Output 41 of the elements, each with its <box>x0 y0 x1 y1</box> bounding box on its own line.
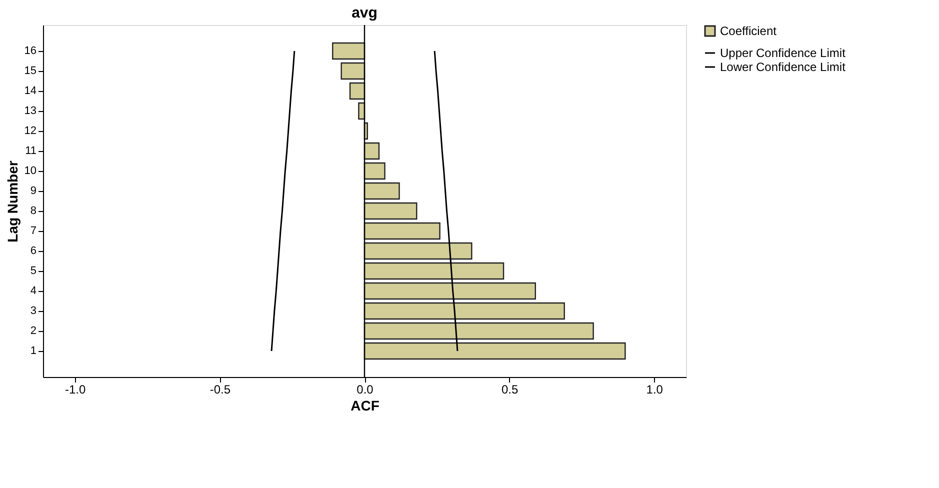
y-tick-label: 14 <box>24 85 36 97</box>
bar <box>340 62 366 80</box>
y-tick-label: 4 <box>30 285 36 297</box>
x-tick-label: 0.5 <box>501 382 518 396</box>
bar <box>364 282 536 300</box>
y-tick-label: 11 <box>25 145 36 157</box>
y-tick-label: 3 <box>30 305 36 317</box>
bar <box>364 202 418 220</box>
y-tick-label: 8 <box>30 205 36 217</box>
bar <box>364 142 380 160</box>
bar <box>364 242 472 260</box>
y-axis-title: Lag Number <box>4 160 20 242</box>
y-tick-label: 16 <box>24 45 36 57</box>
bar <box>332 42 366 60</box>
y-tick-label: 6 <box>30 245 36 257</box>
bar <box>364 262 504 280</box>
y-tick-label: 1 <box>30 345 36 357</box>
x-tick-label: 0.0 <box>356 382 374 396</box>
y-tick-label: 10 <box>24 165 36 177</box>
y-tick-label: 12 <box>24 125 36 137</box>
bar <box>364 222 440 240</box>
y-tick-label: 15 <box>24 65 36 77</box>
legend-label: Coefficient <box>720 24 778 38</box>
x-tick-label: 1.0 <box>646 382 664 396</box>
legend-label: Lower Confidence Limit <box>720 60 846 74</box>
bar <box>364 162 386 180</box>
y-tick-label: 5 <box>30 265 36 277</box>
x-axis-title: ACF <box>350 398 380 414</box>
bar <box>349 82 366 100</box>
y-tick-label: 13 <box>24 105 36 117</box>
y-tick-label: 2 <box>30 325 36 337</box>
y-tick-label: 7 <box>30 225 36 237</box>
x-tick-label: -1.0 <box>65 382 86 396</box>
y-tick-label: 9 <box>30 185 36 197</box>
bar <box>364 182 400 200</box>
legend-label: Upper Confidence Limit <box>720 46 846 60</box>
x-tick-label: -0.5 <box>210 382 231 396</box>
bar <box>364 342 626 360</box>
bar <box>364 302 565 320</box>
chart-title: avg <box>352 4 378 22</box>
bar <box>364 322 594 340</box>
